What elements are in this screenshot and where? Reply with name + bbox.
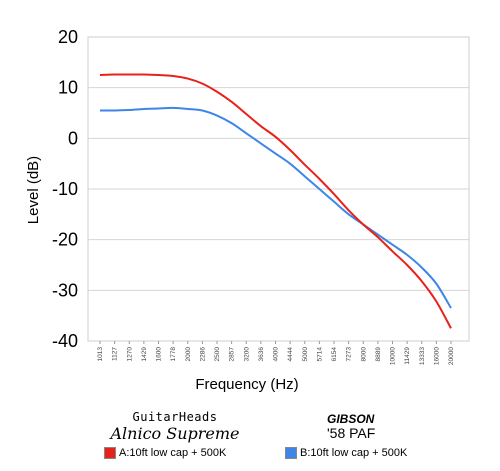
legend-label-b: B:10ft low cap + 500K <box>300 447 408 459</box>
y-tick-label: 0 <box>68 128 78 148</box>
series-lines <box>99 73 452 329</box>
y-axis-ticks: 20 10 0 -10 -20 -30 -40 <box>52 27 78 351</box>
y-tick-label: 10 <box>58 78 78 98</box>
x-tick-label: 20000 <box>448 347 455 365</box>
brand-a-name: GuitarHeads <box>132 410 218 424</box>
x-tick-label: 1600 <box>156 347 163 362</box>
x-tick-label: 2000 <box>185 347 192 362</box>
x-tick-label: 4444 <box>287 347 294 362</box>
x-tick-label: 4000 <box>273 347 280 362</box>
x-tick-label: 10000 <box>390 347 397 365</box>
x-tick-label: 16000 <box>433 347 440 365</box>
series-line-b <box>99 106 452 309</box>
brand-b-name: GIBSON <box>327 412 375 426</box>
y-tick-label: 20 <box>58 27 78 47</box>
y-axis-label: Level (dB) <box>25 156 42 224</box>
y-tick-label: -30 <box>52 280 78 300</box>
x-tick-label: 8889 <box>375 347 382 362</box>
legend-label-a: A:10ft low cap + 500K <box>119 447 227 459</box>
x-tick-label: 2286 <box>199 347 206 362</box>
x-tick-label: 6154 <box>331 347 338 362</box>
x-tick-label: 11429 <box>404 347 411 365</box>
y-tick-label: -20 <box>52 230 78 250</box>
brand-b-model: '58 PAF <box>327 425 376 441</box>
frequency-response-chart: 20 10 0 -10 -20 -30 -40 1013 1127 1270 1429 1600 17… <box>25 27 470 393</box>
y-tick-label: -40 <box>52 331 78 351</box>
x-tick-label: 1429 <box>141 347 148 362</box>
x-axis-ticks: 1013 1127 1270 1429 1600 1778 2000 2286 2500 2857… <box>97 341 455 365</box>
x-tick-label: 1013 <box>97 347 104 362</box>
x-tick-label: 5714 <box>316 347 323 362</box>
x-tick-label: 3636 <box>258 347 265 362</box>
y-tick-label: -10 <box>52 179 78 199</box>
x-tick-label: 1127 <box>112 347 119 361</box>
x-tick-label: 3200 <box>243 347 250 362</box>
legend-entry-b: B:10ft low cap + 500K <box>285 447 407 459</box>
chart-grid <box>88 36 469 342</box>
x-tick-label: 8000 <box>360 347 367 362</box>
series-line-a <box>99 73 452 329</box>
x-tick-label: 2500 <box>214 347 221 362</box>
x-tick-label: 2857 <box>229 347 236 362</box>
x-axis-label: Frequency (Hz) <box>195 376 298 393</box>
brand-a-model: Alnico Supreme <box>110 424 240 443</box>
legend-entry-a: A:10ft low cap + 500K <box>104 447 226 459</box>
x-tick-label: 7273 <box>346 347 353 362</box>
x-tick-label: 5000 <box>302 347 309 362</box>
x-tick-label: 1778 <box>170 347 177 362</box>
plot-area-frame <box>87 36 470 342</box>
x-tick-label: 13333 <box>419 347 426 365</box>
x-tick-label: 1270 <box>126 347 133 362</box>
legend-swatch-b <box>285 447 297 459</box>
legend-swatch-a <box>104 447 116 459</box>
